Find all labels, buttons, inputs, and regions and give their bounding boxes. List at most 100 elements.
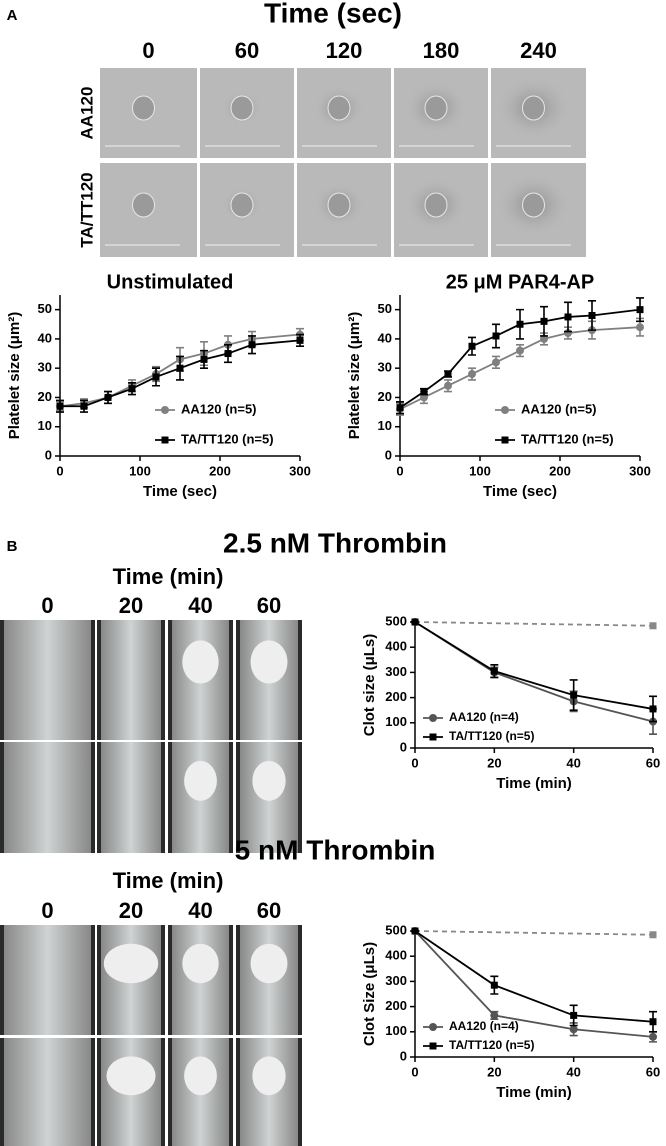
x-tick-label: 60 bbox=[646, 755, 660, 770]
chart-title: Unstimulated bbox=[107, 271, 234, 293]
marker bbox=[649, 931, 657, 939]
series-line bbox=[60, 339, 301, 408]
x-axis-label: Time (min) bbox=[496, 775, 572, 792]
legend-marker bbox=[501, 436, 509, 444]
marker bbox=[492, 358, 500, 367]
y-tick-label: 10 bbox=[378, 418, 392, 433]
series-line bbox=[414, 621, 654, 723]
time-label: 60 bbox=[257, 593, 281, 618]
legend-label: AA120 (n=5) bbox=[521, 401, 597, 416]
chart-title: 25 μM PAR4-AP bbox=[446, 271, 595, 293]
marker bbox=[80, 402, 88, 410]
y-tick-label: 30 bbox=[378, 360, 392, 375]
clot bbox=[250, 943, 288, 984]
section-title: 5 nM Thrombin bbox=[235, 834, 436, 865]
y-tick-label: 200 bbox=[385, 998, 407, 1013]
x-tick-label: 300 bbox=[289, 463, 311, 478]
series-line bbox=[414, 930, 654, 1023]
marker bbox=[636, 323, 644, 332]
y-tick-label: 50 bbox=[378, 301, 392, 316]
marker bbox=[588, 311, 596, 319]
x-tick-label: 100 bbox=[469, 463, 491, 478]
time-label: 60 bbox=[257, 898, 281, 923]
marker bbox=[516, 320, 524, 328]
time-label: 0 bbox=[142, 38, 154, 63]
series-line bbox=[414, 621, 654, 710]
x-tick-label: 0 bbox=[56, 463, 63, 478]
y-tick-label: 40 bbox=[378, 330, 392, 345]
series-line bbox=[414, 930, 654, 936]
x-axis-label: Time (sec) bbox=[143, 483, 217, 500]
marker bbox=[649, 705, 657, 713]
marker bbox=[564, 313, 572, 321]
y-tick-label: 100 bbox=[385, 714, 407, 729]
tube bbox=[4, 620, 91, 740]
legend-marker bbox=[161, 436, 169, 444]
marker bbox=[649, 622, 657, 630]
marker bbox=[492, 332, 500, 340]
series-line bbox=[399, 326, 641, 410]
marker bbox=[296, 336, 304, 344]
y-tick-label: 0 bbox=[45, 447, 52, 462]
marker bbox=[56, 402, 64, 410]
marker bbox=[490, 981, 498, 989]
y-tick-label: 400 bbox=[385, 639, 407, 654]
legend-label: TA/TT120 (n=5) bbox=[521, 431, 614, 446]
y-tick-label: 0 bbox=[400, 739, 407, 754]
marker bbox=[396, 404, 404, 412]
y-tick-label: 300 bbox=[385, 973, 407, 988]
tube bbox=[4, 742, 91, 853]
clot bbox=[184, 760, 217, 801]
platelet-body bbox=[132, 95, 155, 121]
marker bbox=[649, 1018, 657, 1026]
platelet-body bbox=[424, 95, 448, 121]
marker bbox=[516, 346, 524, 355]
clot bbox=[252, 760, 286, 801]
legend-marker bbox=[501, 406, 509, 414]
y-tick-label: 0 bbox=[385, 447, 392, 462]
time-label: 40 bbox=[188, 898, 212, 923]
legend-marker bbox=[161, 406, 169, 414]
panel-label: B bbox=[7, 538, 18, 555]
time-title: Time (sec) bbox=[264, 0, 402, 28]
x-tick-label: 100 bbox=[129, 463, 151, 478]
time-label: 0 bbox=[41, 898, 53, 923]
legend-marker bbox=[429, 733, 437, 741]
clot bbox=[182, 943, 219, 984]
series-line bbox=[59, 333, 301, 408]
marker bbox=[200, 355, 208, 363]
series-line bbox=[399, 308, 641, 409]
x-tick-label: 40 bbox=[566, 755, 580, 770]
marker bbox=[152, 373, 160, 381]
marker bbox=[569, 1025, 578, 1034]
y-tick-label: 0 bbox=[400, 1048, 407, 1063]
x-tick-label: 40 bbox=[566, 1064, 580, 1079]
marker bbox=[411, 618, 419, 626]
y-tick-label: 300 bbox=[385, 664, 407, 679]
y-tick-label: 50 bbox=[38, 301, 52, 316]
y-axis-label: Platelet size (μm²) bbox=[6, 312, 23, 440]
y-tick-label: 200 bbox=[385, 689, 407, 704]
marker bbox=[540, 317, 548, 325]
y-axis-label: Clot Size (μLs) bbox=[361, 942, 378, 1046]
y-tick-label: 20 bbox=[38, 389, 52, 404]
y-tick-label: 100 bbox=[385, 1023, 407, 1038]
y-axis-label: Platelet size (μm²) bbox=[346, 312, 363, 440]
series-line bbox=[414, 930, 654, 1038]
marker bbox=[104, 393, 112, 401]
time-label: 20 bbox=[119, 593, 143, 618]
tube bbox=[4, 1038, 91, 1146]
y-tick-label: 20 bbox=[378, 389, 392, 404]
clot bbox=[182, 640, 219, 684]
x-axis-label: Time (sec) bbox=[483, 483, 557, 500]
platelet-body bbox=[522, 192, 545, 218]
platelet-body bbox=[230, 192, 254, 218]
clot bbox=[252, 1056, 286, 1096]
platelet-body bbox=[327, 95, 351, 121]
marker bbox=[649, 1032, 657, 1041]
legend-marker bbox=[429, 1023, 437, 1031]
y-tick-label: 40 bbox=[38, 330, 52, 345]
legend-label: AA120 (n=4) bbox=[449, 710, 519, 724]
legend-label: AA120 (n=4) bbox=[449, 1019, 519, 1033]
time-title: Time (min) bbox=[113, 564, 224, 589]
